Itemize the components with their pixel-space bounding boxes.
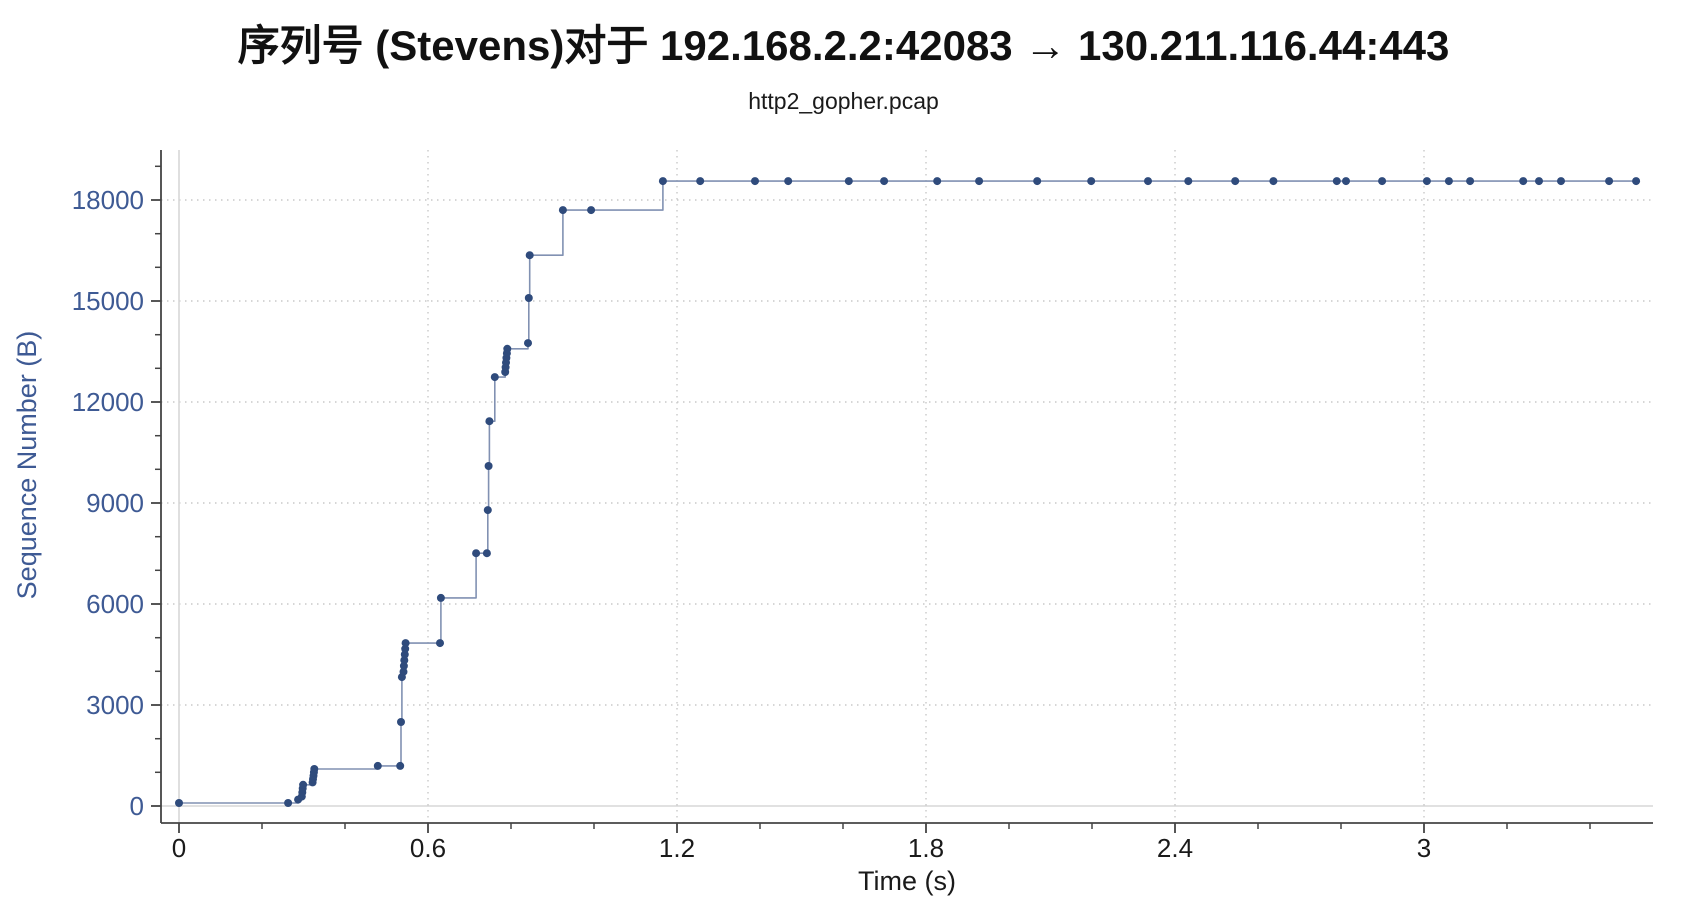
y-tick-label: 18000 xyxy=(72,185,144,215)
data-point xyxy=(482,549,491,558)
data-point xyxy=(284,799,293,807)
trace-path xyxy=(179,180,1637,804)
data-point xyxy=(373,761,382,770)
data-point xyxy=(1535,177,1543,186)
data-point xyxy=(975,177,984,186)
data-point xyxy=(880,177,889,186)
data-point xyxy=(1605,177,1614,186)
data-point xyxy=(933,177,942,186)
chart-title: 序列号 (Stevens)对于 192.168.2.2:42083 → 130.… xyxy=(237,22,1450,69)
data-point xyxy=(784,177,793,186)
data-point xyxy=(525,251,534,260)
data-point xyxy=(484,462,493,470)
data-point xyxy=(1231,177,1240,186)
data-point xyxy=(472,549,481,558)
gridlines xyxy=(161,150,1653,823)
data-point xyxy=(696,177,705,186)
data-point xyxy=(1557,177,1565,186)
x-axis-title: Time (s) xyxy=(858,866,956,896)
tick-labels: 0 3000 6000 9000 12000 15000 18000 0 0.6 1.2 1.8 2.… xyxy=(72,185,1432,863)
markers xyxy=(175,177,1641,807)
data-point xyxy=(1033,177,1042,186)
data-point xyxy=(485,417,494,426)
data-point xyxy=(401,639,410,648)
data-point xyxy=(1332,177,1341,186)
data-point xyxy=(1144,177,1152,186)
data-point xyxy=(1422,177,1431,186)
data-point xyxy=(1378,177,1387,186)
data-point xyxy=(1269,177,1278,186)
data-point xyxy=(483,506,492,515)
data-point xyxy=(436,639,444,648)
data-point xyxy=(503,344,512,353)
data-point xyxy=(1466,177,1475,186)
data-point xyxy=(310,765,319,773)
y-tick-label: 9000 xyxy=(86,488,144,518)
chart-subtitle: http2_gopher.pcap xyxy=(748,88,939,114)
data-point xyxy=(175,799,183,807)
trace xyxy=(179,180,1637,804)
data-point xyxy=(751,177,759,186)
data-point xyxy=(401,644,410,653)
y-tick-label: 15000 xyxy=(72,286,144,316)
axes xyxy=(160,150,1653,824)
x-tick-label: 2.4 xyxy=(1157,833,1193,863)
x-tick-label: 1.2 xyxy=(659,833,695,863)
data-point xyxy=(490,373,499,382)
ticks xyxy=(151,165,1591,833)
data-point xyxy=(524,339,532,348)
data-point xyxy=(1087,177,1096,186)
data-point xyxy=(1519,177,1528,186)
data-point xyxy=(400,650,409,659)
data-point xyxy=(399,667,408,676)
data-point xyxy=(396,761,405,770)
y-tick-label: 3000 xyxy=(86,690,144,720)
x-tick-label: 3 xyxy=(1417,833,1431,863)
data-point xyxy=(436,593,445,602)
data-point xyxy=(1632,177,1641,186)
data-point xyxy=(844,177,853,186)
data-point xyxy=(399,661,408,670)
data-point xyxy=(1342,177,1350,186)
y-tick-label: 0 xyxy=(130,791,144,821)
y-tick-label: 12000 xyxy=(72,387,144,417)
data-point xyxy=(397,718,405,726)
data-point xyxy=(524,294,533,302)
data-point xyxy=(658,177,667,186)
x-tick-label: 0 xyxy=(172,833,186,863)
data-point xyxy=(1444,177,1453,186)
x-tick-label: 0.6 xyxy=(410,833,446,863)
data-point xyxy=(1184,177,1193,186)
data-point xyxy=(299,780,308,789)
data-point xyxy=(558,206,567,215)
y-tick-label: 6000 xyxy=(86,589,144,619)
data-point xyxy=(587,206,596,215)
x-tick-label: 1.8 xyxy=(908,833,944,863)
